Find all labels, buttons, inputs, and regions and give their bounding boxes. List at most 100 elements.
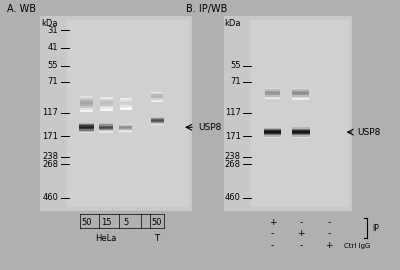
Bar bbox=[264, 134, 281, 135]
Bar bbox=[120, 99, 132, 101]
Bar bbox=[292, 127, 310, 129]
Bar bbox=[151, 101, 163, 102]
Bar bbox=[292, 89, 309, 90]
Text: -: - bbox=[327, 218, 330, 227]
Bar bbox=[150, 120, 164, 121]
Bar bbox=[292, 87, 309, 89]
Bar bbox=[264, 135, 281, 137]
Bar bbox=[265, 95, 280, 96]
Bar bbox=[99, 131, 113, 133]
Text: 117: 117 bbox=[225, 108, 241, 117]
Bar bbox=[120, 128, 132, 129]
Text: kDa: kDa bbox=[224, 19, 241, 28]
Bar bbox=[100, 104, 112, 106]
Bar bbox=[265, 88, 280, 89]
Bar bbox=[292, 137, 310, 138]
Bar bbox=[292, 98, 309, 100]
Bar bbox=[292, 131, 310, 133]
Text: kDa: kDa bbox=[42, 19, 58, 28]
Bar bbox=[151, 100, 163, 101]
Text: 55: 55 bbox=[48, 61, 58, 70]
Text: 5: 5 bbox=[123, 218, 128, 227]
Bar bbox=[99, 126, 113, 127]
Bar bbox=[99, 124, 113, 126]
Text: 268: 268 bbox=[42, 160, 58, 169]
Text: 15: 15 bbox=[101, 218, 111, 227]
Text: Ctrl IgG: Ctrl IgG bbox=[344, 242, 371, 249]
Text: -: - bbox=[271, 230, 274, 238]
Text: USP8: USP8 bbox=[357, 128, 380, 137]
Bar bbox=[292, 97, 309, 98]
Bar bbox=[100, 99, 112, 100]
Bar bbox=[99, 130, 113, 131]
Bar bbox=[79, 131, 94, 132]
Bar bbox=[100, 106, 112, 107]
Bar bbox=[265, 89, 280, 91]
Text: +: + bbox=[325, 241, 333, 250]
Bar bbox=[120, 102, 132, 104]
Bar bbox=[150, 121, 164, 122]
Bar bbox=[79, 127, 94, 128]
Bar bbox=[79, 132, 94, 133]
Bar bbox=[264, 137, 281, 138]
Bar bbox=[150, 117, 164, 118]
Bar bbox=[80, 96, 93, 98]
Text: 31: 31 bbox=[48, 26, 58, 35]
Bar bbox=[292, 90, 309, 92]
Bar bbox=[99, 127, 113, 128]
Bar bbox=[120, 105, 132, 107]
Bar bbox=[264, 129, 281, 130]
Bar bbox=[150, 119, 164, 120]
Text: T: T bbox=[154, 234, 160, 243]
Text: 41: 41 bbox=[48, 43, 58, 52]
Bar bbox=[292, 95, 309, 97]
Bar bbox=[120, 129, 132, 130]
Text: B. IP/WB: B. IP/WB bbox=[186, 4, 227, 14]
Text: 238: 238 bbox=[42, 152, 58, 161]
Bar bbox=[100, 102, 112, 104]
Text: -: - bbox=[327, 230, 330, 238]
Bar bbox=[99, 123, 113, 124]
Bar bbox=[151, 92, 163, 93]
Bar bbox=[292, 134, 310, 136]
Text: 171: 171 bbox=[225, 132, 241, 141]
Bar bbox=[292, 133, 310, 134]
Text: 55: 55 bbox=[230, 61, 241, 70]
Text: 50: 50 bbox=[81, 218, 92, 227]
Bar bbox=[151, 93, 163, 94]
Bar bbox=[264, 133, 281, 134]
Bar bbox=[79, 123, 94, 124]
Text: 117: 117 bbox=[42, 108, 58, 117]
Bar bbox=[80, 108, 93, 110]
Bar bbox=[79, 128, 94, 129]
Bar bbox=[120, 101, 132, 102]
Text: A. WB: A. WB bbox=[6, 4, 36, 14]
Bar bbox=[80, 98, 93, 100]
Bar bbox=[120, 125, 132, 126]
Text: USP8: USP8 bbox=[198, 123, 222, 132]
Bar bbox=[264, 128, 281, 129]
Bar bbox=[80, 102, 93, 104]
Bar bbox=[150, 118, 164, 119]
Bar bbox=[120, 127, 132, 128]
Bar bbox=[292, 129, 310, 130]
Text: 71: 71 bbox=[48, 77, 58, 86]
Text: 268: 268 bbox=[225, 160, 241, 169]
Bar bbox=[67, 20, 189, 207]
Bar bbox=[265, 96, 280, 98]
Text: -: - bbox=[299, 218, 302, 227]
Bar bbox=[265, 92, 280, 94]
Bar bbox=[79, 124, 94, 125]
Text: -: - bbox=[299, 241, 302, 250]
Text: 50: 50 bbox=[152, 218, 162, 227]
Bar bbox=[80, 110, 93, 112]
Bar bbox=[151, 94, 163, 96]
Text: 460: 460 bbox=[42, 193, 58, 202]
Bar bbox=[292, 94, 309, 95]
Text: 171: 171 bbox=[42, 132, 58, 141]
Bar bbox=[120, 98, 132, 99]
Bar bbox=[151, 99, 163, 100]
Bar bbox=[120, 130, 132, 131]
Bar bbox=[292, 130, 310, 131]
Text: 238: 238 bbox=[225, 152, 241, 161]
